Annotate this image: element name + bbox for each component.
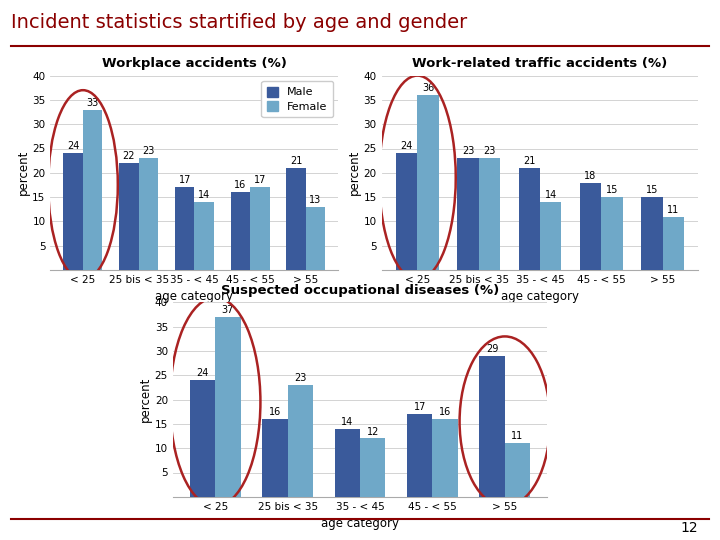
Bar xyxy=(580,183,601,270)
Text: Incident statistics startified by age and gender: Incident statistics startified by age an… xyxy=(11,14,467,32)
Text: 22: 22 xyxy=(122,151,135,161)
X-axis label: age category: age category xyxy=(156,291,233,303)
Bar xyxy=(250,187,269,270)
Bar xyxy=(540,202,562,270)
Bar xyxy=(479,158,500,270)
Bar xyxy=(287,385,313,497)
Text: 23: 23 xyxy=(462,146,474,156)
Y-axis label: percent: percent xyxy=(17,150,30,195)
Bar xyxy=(418,95,439,270)
Legend: Male, Female: Male, Female xyxy=(261,81,333,117)
Text: 13: 13 xyxy=(310,195,322,205)
X-axis label: age category: age category xyxy=(501,291,579,303)
Text: 16: 16 xyxy=(234,180,246,190)
Y-axis label: percent: percent xyxy=(348,150,361,195)
Text: 23: 23 xyxy=(294,373,307,383)
Text: 21: 21 xyxy=(523,156,536,166)
Bar xyxy=(407,414,433,497)
Title: Workplace accidents (%): Workplace accidents (%) xyxy=(102,57,287,70)
Text: 37: 37 xyxy=(222,305,234,315)
Text: 15: 15 xyxy=(606,185,618,195)
Bar xyxy=(306,207,325,270)
Text: 21: 21 xyxy=(290,156,302,166)
Bar xyxy=(505,443,530,497)
Bar xyxy=(287,168,306,270)
Text: 14: 14 xyxy=(341,417,354,427)
Text: 11: 11 xyxy=(667,205,680,214)
Title: Work-related traffic accidents (%): Work-related traffic accidents (%) xyxy=(413,57,667,70)
Bar xyxy=(215,317,240,497)
Bar xyxy=(83,110,102,270)
Text: 23: 23 xyxy=(143,146,155,156)
Text: 18: 18 xyxy=(585,171,597,180)
Text: 12: 12 xyxy=(681,521,698,535)
X-axis label: age category: age category xyxy=(321,517,399,530)
Bar xyxy=(433,419,458,497)
Text: 11: 11 xyxy=(511,431,523,441)
Bar xyxy=(190,380,215,497)
Text: 15: 15 xyxy=(646,185,658,195)
Bar xyxy=(518,168,540,270)
Text: 17: 17 xyxy=(413,402,426,412)
Bar xyxy=(601,197,623,270)
Text: 12: 12 xyxy=(366,427,379,436)
Text: 17: 17 xyxy=(179,176,191,185)
Bar xyxy=(396,153,418,270)
Text: 24: 24 xyxy=(67,141,79,151)
Title: Suspected occupational diseases (%): Suspected occupational diseases (%) xyxy=(221,284,499,297)
Bar xyxy=(139,158,158,270)
Bar xyxy=(194,202,214,270)
Text: 16: 16 xyxy=(269,407,281,417)
Bar xyxy=(230,192,250,270)
Text: 24: 24 xyxy=(197,368,209,378)
Y-axis label: percent: percent xyxy=(139,377,152,422)
Text: 14: 14 xyxy=(198,190,210,200)
Bar xyxy=(262,419,287,497)
Text: 36: 36 xyxy=(422,83,434,93)
Bar xyxy=(120,163,139,270)
Bar xyxy=(457,158,479,270)
Bar xyxy=(662,217,684,270)
Bar xyxy=(335,429,360,497)
Bar xyxy=(641,197,662,270)
Bar xyxy=(175,187,194,270)
Text: 14: 14 xyxy=(544,190,557,200)
Bar xyxy=(480,356,505,497)
Bar xyxy=(360,438,385,497)
Text: 17: 17 xyxy=(253,176,266,185)
Text: 16: 16 xyxy=(439,407,451,417)
Text: 24: 24 xyxy=(400,141,413,151)
Bar xyxy=(63,153,83,270)
Text: 33: 33 xyxy=(86,98,99,107)
Text: 29: 29 xyxy=(486,344,498,354)
Text: 23: 23 xyxy=(483,146,495,156)
